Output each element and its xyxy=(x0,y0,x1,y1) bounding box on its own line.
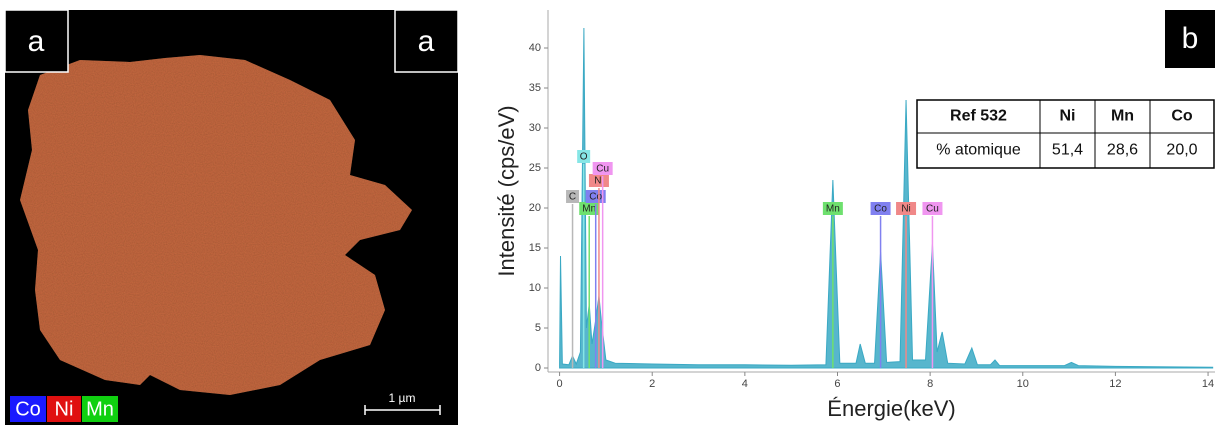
particle-map xyxy=(20,55,412,395)
legend-label: Mn xyxy=(86,398,114,420)
element-label: C xyxy=(569,192,576,203)
x-tick-label: 10 xyxy=(1017,378,1029,390)
legend-label: Ni xyxy=(55,398,74,420)
composition-table: Ref 532 Ni Mn Co % atomique 51,4 28,6 20,0 xyxy=(916,99,1215,169)
y-tick-label: 15 xyxy=(529,242,541,254)
element-label: Cu xyxy=(926,204,939,215)
panel-label-box xyxy=(1165,10,1215,68)
x-tick-label: 8 xyxy=(927,378,933,390)
y-axis-title: Intensité (cps/eV) xyxy=(494,105,519,276)
panel-label: b xyxy=(1182,22,1199,55)
y-tick-label: 25 xyxy=(529,162,541,174)
element-label: Ni xyxy=(594,176,603,187)
y-tick-label: 35 xyxy=(529,82,541,94)
x-tick-label: 12 xyxy=(1109,378,1121,390)
x-axis-title: Énergie(keV) xyxy=(827,396,955,421)
y-tick-label: 40 xyxy=(529,42,541,54)
table-cell xyxy=(1149,132,1215,169)
element-tag xyxy=(592,162,613,175)
panel-label: a xyxy=(418,25,435,58)
element-label: Co xyxy=(874,204,887,215)
x-tick-label: 6 xyxy=(834,378,840,390)
element-tag xyxy=(822,202,843,215)
x-tick-label: 0 xyxy=(557,378,563,390)
x-tick-label: 4 xyxy=(742,378,748,390)
element-tag xyxy=(588,174,609,187)
legend-swatch xyxy=(10,396,46,422)
element-label: Cu xyxy=(596,164,609,175)
table-header: Ni xyxy=(1060,108,1076,125)
element-label: Ni xyxy=(901,204,910,215)
element-tag xyxy=(577,150,591,163)
table-cell-text: 51,4 xyxy=(1052,142,1083,159)
y-tick-label: 5 xyxy=(535,322,541,334)
element-tag xyxy=(585,190,606,203)
table-frame xyxy=(916,99,1215,169)
element-tag xyxy=(870,202,891,215)
element-tag xyxy=(922,202,943,215)
legend-label: Co xyxy=(15,398,41,420)
legend-swatch xyxy=(47,396,81,422)
spectrum-area xyxy=(559,27,1214,369)
table-cell-text: % atomique xyxy=(936,142,1021,159)
element-label: O xyxy=(580,152,588,163)
x-tick-label: 14 xyxy=(1202,378,1214,390)
y-tick-label: 10 xyxy=(529,282,541,294)
x-tick-label: 2 xyxy=(649,378,655,390)
map-legend: Co Ni Mn xyxy=(10,396,118,422)
legend-swatch xyxy=(82,396,118,422)
panel-label: a xyxy=(28,25,45,58)
table-header: Ref 532 xyxy=(950,108,1007,125)
table-header: Mn xyxy=(1111,108,1134,125)
element-tag xyxy=(896,202,917,215)
element-label: Co xyxy=(589,192,602,203)
spectrum-chart: 0 5 10 15 20 25 30 35 40 0 2 4 6 8 10 12 14 Énergie(keV) I… xyxy=(494,10,1215,421)
y-tick-label: 20 xyxy=(529,202,541,214)
scale-bar-label: 1 µm xyxy=(389,391,416,405)
element-label: Mn xyxy=(582,204,596,215)
panel-label-box xyxy=(4,9,69,73)
element-label: Mn xyxy=(826,204,840,215)
y-tick-label: 30 xyxy=(529,122,541,134)
table-cell-text: 20,0 xyxy=(1166,142,1197,159)
table-cell-text: 28,6 xyxy=(1107,142,1138,159)
element-tag xyxy=(566,190,580,203)
panel-label-box xyxy=(394,9,459,73)
y-tick-label: 0 xyxy=(535,362,541,374)
element-tag xyxy=(579,202,600,215)
table-header: Co xyxy=(1171,108,1193,125)
